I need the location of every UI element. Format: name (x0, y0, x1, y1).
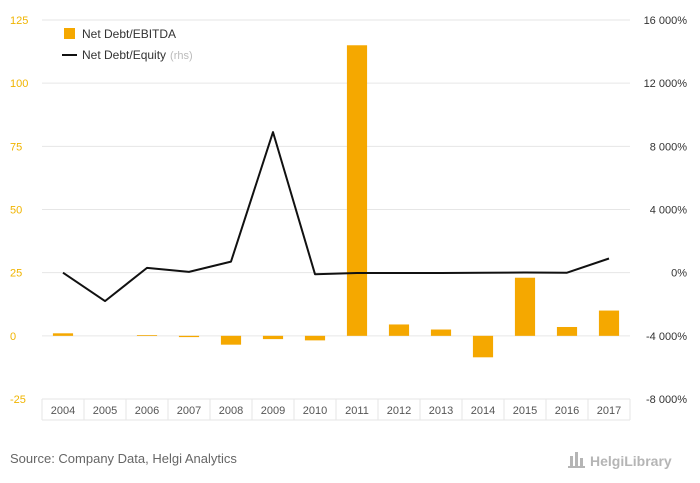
y-left-tick-label: 125 (10, 15, 28, 27)
bar-net-debt-ebitda (52, 333, 74, 336)
y-left-tick-label: -25 (10, 394, 26, 406)
y-right-tick-label: -4 000% (646, 331, 687, 343)
x-tick-label: 2007 (177, 405, 201, 417)
x-tick-label: 2006 (135, 405, 159, 417)
line-layer (62, 131, 610, 303)
x-tick-label: 2016 (555, 405, 579, 417)
legend-label-net-debt-equity-name: Net Debt/Equity (82, 48, 166, 62)
bar-net-debt-ebitda (136, 335, 158, 336)
x-tick-label: 2015 (513, 405, 537, 417)
line-net-debt-equity (62, 131, 610, 303)
y-right-tick-label: 16 000% (644, 15, 688, 27)
y-right-tick-label: 8 000% (650, 141, 688, 153)
x-tick-label: 2010 (303, 405, 327, 417)
legend-label-rhs: (rhs) (170, 50, 193, 62)
x-tick-label: 2013 (429, 405, 453, 417)
y-left-tick-label: 50 (10, 205, 22, 217)
axis-layer: -25 0 25 50 75 100 125 -8 000% -4 000% 0% 4 000% 8 … (10, 15, 687, 417)
y-right-tick-label: 0% (671, 268, 687, 280)
bar-net-debt-ebitda (388, 324, 410, 336)
bar-net-debt-ebitda (598, 310, 620, 336)
bar-net-debt-ebitda (430, 329, 452, 336)
bars-layer (52, 45, 620, 358)
y-right-tick-label: 4 000% (650, 205, 688, 217)
bar-net-debt-ebitda (514, 277, 536, 336)
legend: Net Debt/EBITDA Net Debt/Equity (rhs) (62, 27, 193, 62)
x-tick-label: 2012 (387, 405, 411, 417)
bar-net-debt-ebitda (556, 326, 578, 336)
bar-net-debt-ebitda (304, 335, 326, 341)
bar-net-debt-ebitda (178, 335, 200, 338)
source-note: Source: Company Data, Helgi Analytics (10, 451, 237, 466)
y-left-tick-label: 25 (10, 268, 22, 280)
x-tick-label: 2005 (93, 405, 117, 417)
legend-swatch-net-debt-ebitda (64, 28, 75, 39)
y-left-tick-label: 75 (10, 141, 22, 153)
building-icon (568, 452, 585, 468)
brand-name: HelgiLibrary (590, 453, 672, 469)
bar-net-debt-ebitda (346, 45, 368, 336)
y-right-tick-label: 12 000% (644, 78, 688, 90)
x-tick-label: 2008 (219, 405, 243, 417)
x-tick-label: 2011 (345, 405, 369, 417)
y-left-tick-label: 0 (10, 331, 16, 343)
bar-net-debt-ebitda (262, 335, 284, 340)
bar-net-debt-ebitda (220, 335, 242, 345)
x-tick-label: 2014 (471, 405, 495, 417)
grid-layer (41, 19, 631, 421)
legend-label-net-debt-equity: Net Debt/Equity (rhs) (82, 48, 193, 62)
x-tick-label: 2004 (51, 405, 75, 417)
bar-net-debt-ebitda (472, 335, 494, 358)
brand-logo: HelgiLibrary (568, 452, 672, 469)
x-tick-label: 2017 (597, 405, 621, 417)
y-left-tick-label: 100 (10, 78, 28, 90)
y-right-tick-label: -8 000% (646, 394, 687, 406)
legend-label-net-debt-ebitda: Net Debt/EBITDA (82, 27, 176, 41)
x-tick-label: 2009 (261, 405, 285, 417)
